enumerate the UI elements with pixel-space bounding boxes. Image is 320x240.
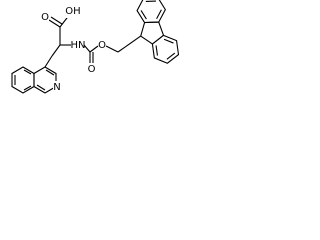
double-bond <box>45 69 55 76</box>
label-bg <box>53 81 62 92</box>
ring <box>140 21 165 45</box>
atom-label: HN <box>71 40 86 51</box>
ring <box>155 45 158 56</box>
label-bg <box>87 63 96 74</box>
ring <box>11 66 35 94</box>
quinoline-ring <box>11 66 57 94</box>
structure-diagram: OH O HN O O N <box>11 0 180 94</box>
double-bond <box>23 69 32 75</box>
ring <box>163 38 174 44</box>
ring <box>166 52 176 60</box>
double-bond <box>23 85 32 91</box>
atom-label: O <box>41 12 49 23</box>
atom-labels: OH O HN O O N <box>40 6 106 93</box>
double-bond <box>36 84 46 91</box>
ring <box>156 9 162 19</box>
atom-label: N <box>53 82 60 93</box>
bond <box>50 16 63 25</box>
fluorene <box>136 0 180 64</box>
bond <box>83 44 91 53</box>
bonds <box>44 13 142 68</box>
label-bg <box>40 12 49 23</box>
ring <box>136 0 166 24</box>
bond <box>44 55 53 68</box>
ring <box>140 10 147 20</box>
bond <box>48 19 61 28</box>
bond <box>89 45 99 53</box>
label-bg <box>64 6 80 18</box>
bond <box>51 44 61 57</box>
bond <box>105 45 119 53</box>
bond <box>117 35 142 53</box>
atom-label: O <box>88 64 96 75</box>
atom-label: OH <box>65 6 80 17</box>
ring <box>151 34 180 64</box>
atom-label: O <box>98 40 106 51</box>
